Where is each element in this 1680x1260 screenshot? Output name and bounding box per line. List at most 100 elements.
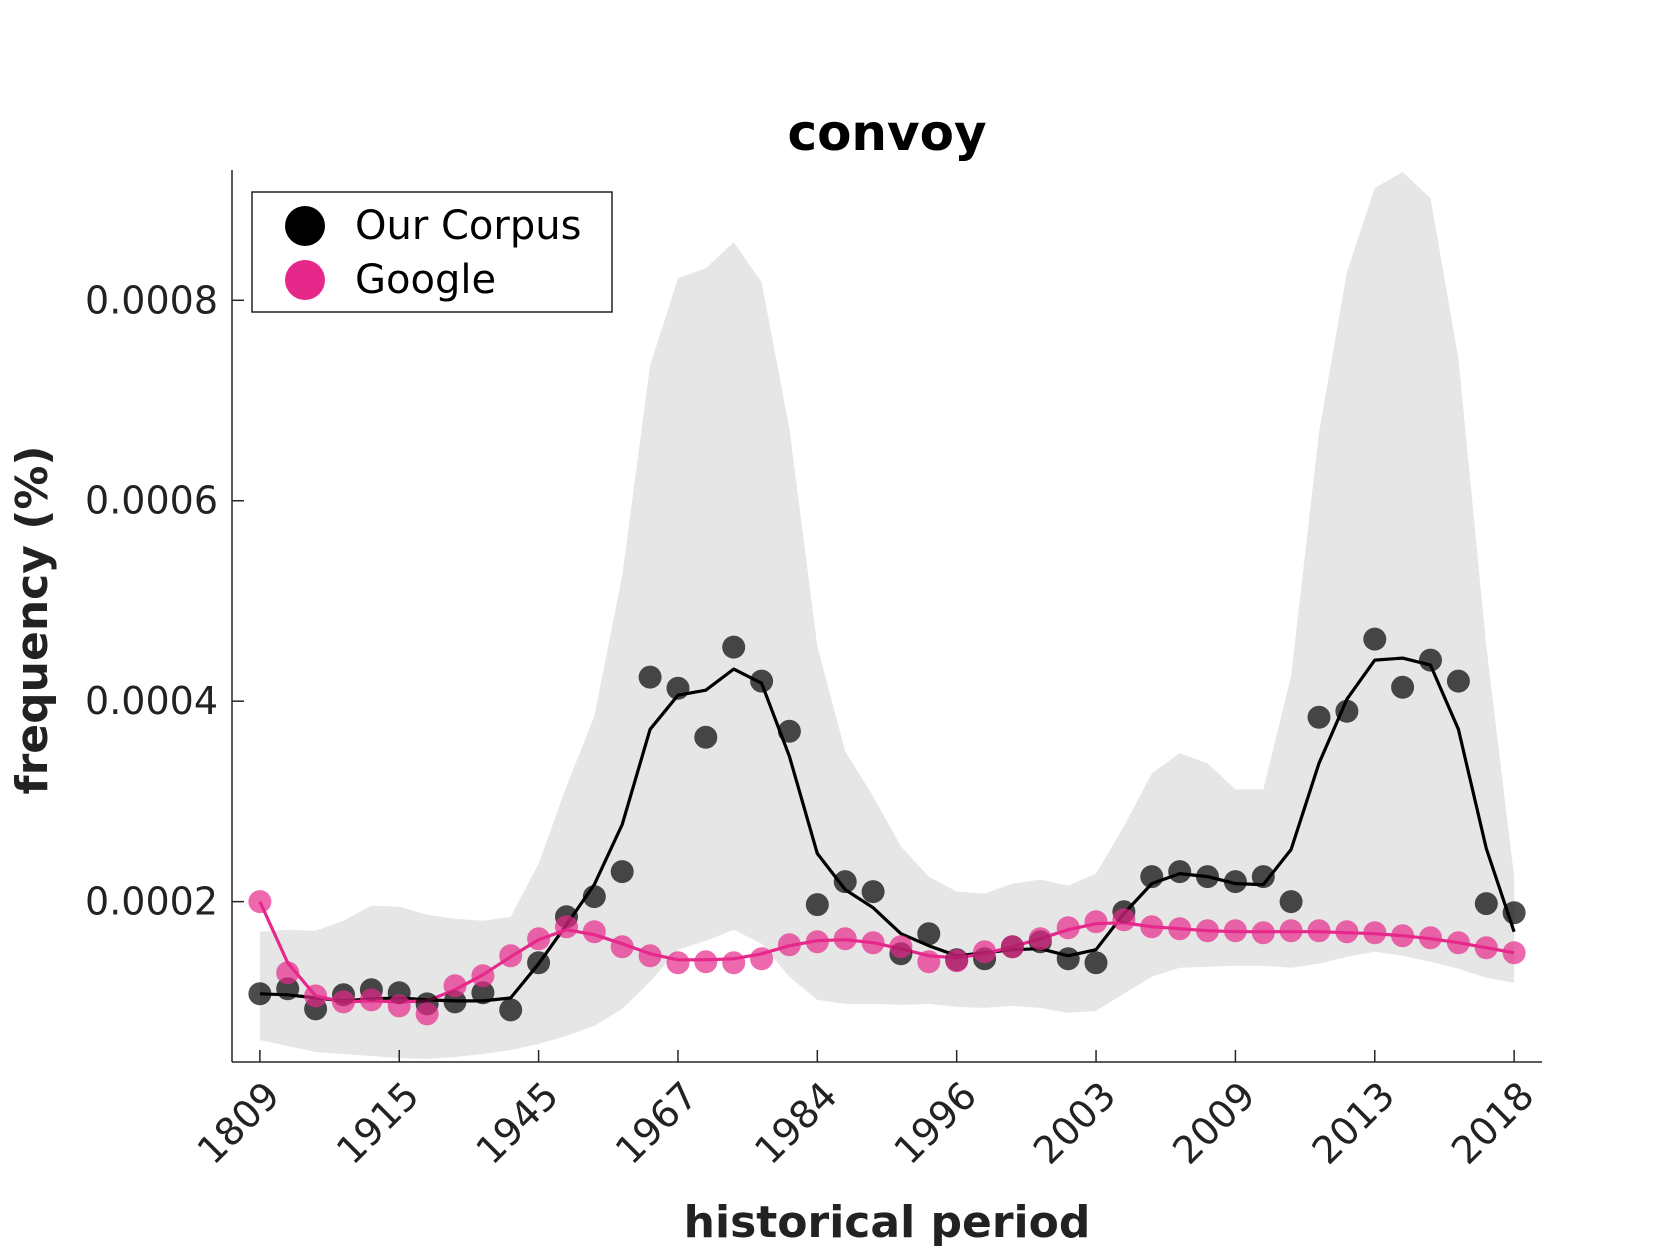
corpus-point xyxy=(1335,699,1359,723)
confidence-band xyxy=(259,172,1515,1059)
google-point xyxy=(1196,919,1219,943)
google-point xyxy=(722,951,746,975)
corpus-point xyxy=(248,982,272,1006)
google-point xyxy=(527,927,551,951)
google-point xyxy=(805,930,829,954)
google-point xyxy=(694,950,718,974)
corpus-point xyxy=(1056,947,1080,971)
legend: Our Corpus Google xyxy=(251,191,613,313)
x-tick-label: 1967 xyxy=(607,1073,707,1173)
google-point xyxy=(499,944,523,968)
legend-label-corpus: Our Corpus xyxy=(355,203,581,249)
x-tick-label: 1809 xyxy=(189,1073,289,1173)
google-point xyxy=(555,915,578,939)
corpus-point xyxy=(917,922,941,946)
x-tick-label: 2013 xyxy=(1304,1073,1404,1173)
google-point xyxy=(889,935,913,959)
x-tick-label: 2018 xyxy=(1443,1073,1543,1173)
legend-marker-google xyxy=(285,260,325,300)
corpus-point xyxy=(610,860,634,884)
x-tick-label: 2003 xyxy=(1025,1073,1125,1173)
corpus-point xyxy=(1251,865,1275,889)
x-tick-label: 1915 xyxy=(328,1073,428,1173)
corpus-point xyxy=(1223,870,1247,894)
corpus-point xyxy=(1391,675,1415,699)
x-tick-label: 2009 xyxy=(1164,1073,1264,1173)
legend-label-google: Google xyxy=(355,257,496,303)
y-tick-label: 0.0006 xyxy=(85,479,218,523)
google-point xyxy=(471,964,495,988)
y-tick-label: 0.0008 xyxy=(85,278,218,322)
google-point xyxy=(1474,936,1498,960)
corpus-point xyxy=(666,676,690,700)
corpus-point xyxy=(1419,648,1442,672)
x-tick-label: 1984 xyxy=(746,1073,846,1173)
google-point xyxy=(1056,916,1080,940)
google-point xyxy=(666,951,690,975)
google-point xyxy=(1000,935,1024,959)
corpus-point xyxy=(499,998,523,1022)
corpus-point xyxy=(750,669,774,693)
google-point xyxy=(276,961,300,985)
corpus-point xyxy=(722,635,746,659)
google-point xyxy=(1223,919,1247,943)
google-point xyxy=(1446,931,1470,955)
y-tick-label: 0.0004 xyxy=(85,679,218,723)
corpus-point xyxy=(1084,951,1108,975)
google-trend-line xyxy=(258,900,1515,1004)
google-points-layer xyxy=(248,890,1526,1026)
corpus-point xyxy=(1307,705,1331,729)
google-point xyxy=(1391,924,1415,948)
confidence-band-layer xyxy=(259,172,1515,1059)
google-point xyxy=(387,994,411,1018)
corpus-point xyxy=(1168,860,1192,884)
chart-title: convoy xyxy=(787,104,986,162)
google-point xyxy=(1279,919,1303,943)
corpus-point xyxy=(1363,627,1387,651)
corpus-point xyxy=(1502,901,1526,925)
corpus-point xyxy=(777,719,801,743)
google-point xyxy=(359,988,383,1012)
google-point xyxy=(1307,919,1331,943)
corpus-trend-line xyxy=(259,656,1516,1003)
google-point xyxy=(415,1002,439,1026)
google-point xyxy=(582,920,606,944)
axes-layer xyxy=(231,170,1542,1063)
google-point xyxy=(861,931,885,955)
google-point xyxy=(610,935,634,959)
google-point xyxy=(1363,921,1387,945)
y-tick-label: 0.0002 xyxy=(85,880,218,924)
google-point xyxy=(1168,917,1192,941)
x-axis-label: historical period xyxy=(684,1197,1091,1248)
google-point xyxy=(1502,941,1526,965)
corpus-point xyxy=(1196,865,1219,889)
corpus-point xyxy=(1446,669,1470,693)
google-point xyxy=(443,974,467,998)
trend-line-layer xyxy=(258,656,1516,1004)
legend-marker-corpus xyxy=(285,206,325,246)
google-point xyxy=(917,950,941,974)
corpus-point xyxy=(638,665,662,689)
google-point xyxy=(304,984,328,1008)
corpus-point xyxy=(694,725,718,749)
corpus-point xyxy=(805,893,829,917)
corpus-point xyxy=(443,990,467,1014)
corpus-point xyxy=(861,880,885,904)
google-point xyxy=(1140,915,1164,939)
google-point xyxy=(945,949,969,973)
google-point xyxy=(1251,921,1275,945)
corpus-point xyxy=(1140,865,1164,889)
x-tick-label: 1945 xyxy=(467,1073,567,1173)
y-tick-labels: 0.0002 0.0004 0.0006 0.0008 xyxy=(85,278,218,923)
google-point xyxy=(777,933,801,957)
google-point xyxy=(332,990,355,1014)
corpus-point xyxy=(1279,890,1303,914)
y-axis-label: frequency (%) xyxy=(7,445,58,794)
google-point xyxy=(638,944,662,968)
google-point xyxy=(1419,926,1442,950)
corpus-point xyxy=(471,981,495,1005)
corpus-point xyxy=(582,885,606,909)
google-point xyxy=(1335,920,1359,944)
google-point xyxy=(1112,908,1136,932)
x-tick-label: 1996 xyxy=(886,1073,986,1173)
